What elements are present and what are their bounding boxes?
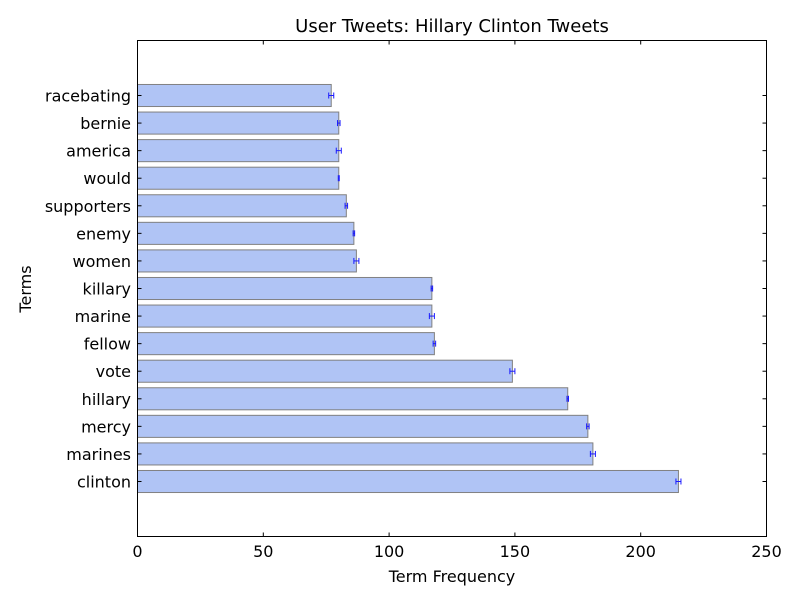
error-bar-america bbox=[335, 147, 342, 154]
bar-killary bbox=[137, 276, 433, 301]
y-tick-label-marine: marine bbox=[75, 307, 131, 326]
error-bar-marines bbox=[589, 450, 596, 457]
bar-racebating bbox=[137, 83, 332, 108]
error-bar-hillary bbox=[566, 395, 569, 402]
bar-women bbox=[137, 249, 357, 273]
error-bar-marine bbox=[428, 313, 435, 320]
y-tick-label-racebating: racebating bbox=[45, 87, 131, 106]
y-tick-label-women: women bbox=[73, 252, 131, 271]
y-tick-label-fellow: fellow bbox=[84, 335, 131, 354]
error-bar-mercy bbox=[586, 423, 590, 430]
x-tick-label-150: 150 bbox=[500, 542, 531, 561]
x-axis-label: Term Frequency bbox=[388, 567, 516, 586]
y-tick-label-mercy: mercy bbox=[81, 417, 131, 436]
y-tick-label-hillary: hillary bbox=[82, 390, 131, 409]
bars-group bbox=[137, 83, 679, 494]
y-tick-label-clinton: clinton bbox=[77, 473, 131, 492]
bar-marine bbox=[137, 304, 433, 328]
bar-supporters bbox=[137, 194, 347, 218]
bar-mercy bbox=[137, 414, 589, 438]
chart-title: User Tweets: Hillary Clinton Tweets bbox=[295, 16, 609, 37]
x-tick-label-200: 200 bbox=[625, 542, 656, 561]
y-tick-label-would: would bbox=[83, 169, 131, 188]
x-tick-label-0: 0 bbox=[132, 542, 142, 561]
x-axis-ticks: 0 50 100 150 200 250 bbox=[132, 40, 782, 561]
error-bar-clinton bbox=[675, 478, 682, 485]
plot-frame bbox=[137, 40, 767, 537]
x-tick-label-100: 100 bbox=[374, 542, 405, 561]
y-tick-label-enemy: enemy bbox=[76, 224, 131, 243]
bar-marines bbox=[137, 442, 594, 466]
error-bar-would bbox=[337, 175, 340, 182]
y-axis-label: Terms bbox=[16, 265, 35, 313]
y-tick-label-killary: killary bbox=[83, 280, 131, 299]
bar-fellow bbox=[137, 332, 435, 356]
error-bars-group bbox=[328, 92, 682, 485]
y-tick-label-vote: vote bbox=[96, 362, 131, 381]
error-bar-racebating bbox=[328, 92, 335, 99]
x-tick-label-50: 50 bbox=[253, 542, 273, 561]
bar-clinton bbox=[137, 469, 679, 494]
error-bar-bernie bbox=[337, 120, 341, 127]
error-bar-supporters bbox=[344, 202, 349, 209]
bar-america bbox=[137, 139, 340, 163]
y-tick-label-supporters: supporters bbox=[45, 197, 131, 216]
y-tick-label-marines: marines bbox=[66, 445, 131, 464]
y-tick-label-america: america bbox=[66, 142, 131, 161]
error-bar-vote bbox=[509, 368, 516, 375]
bar-bernie bbox=[137, 111, 340, 135]
error-bar-fellow bbox=[432, 340, 437, 347]
y-axis-ticks: clinton marines mercy hillary vote fellow mari… bbox=[45, 87, 767, 492]
y-tick-label-bernie: bernie bbox=[80, 114, 131, 133]
error-bar-killary bbox=[430, 285, 434, 292]
bar-hillary bbox=[137, 387, 569, 411]
bar-would bbox=[137, 166, 340, 190]
bar-vote bbox=[137, 359, 513, 383]
bar-enemy bbox=[137, 221, 355, 245]
error-bar-enemy bbox=[352, 230, 356, 237]
x-tick-label-250: 250 bbox=[751, 542, 782, 561]
error-bar-women bbox=[353, 257, 360, 264]
